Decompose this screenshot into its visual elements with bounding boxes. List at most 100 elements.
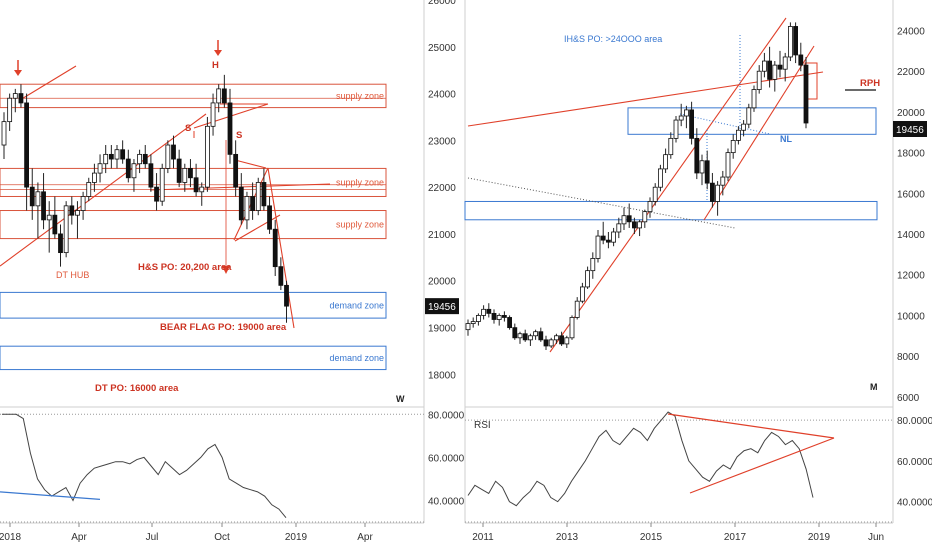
candle-body — [715, 184, 720, 202]
price-tick-label: 14000 — [897, 230, 925, 241]
candle-body — [227, 102, 233, 155]
candle-body — [574, 300, 580, 318]
dotted-support-line — [467, 177, 736, 229]
candle-body — [267, 205, 272, 230]
candle-body — [103, 153, 109, 165]
candle-body — [52, 214, 58, 235]
candle-body — [559, 335, 564, 345]
uptrend-line — [0, 113, 207, 267]
candle-body — [767, 60, 772, 80]
right-shoulder-label: S — [236, 130, 242, 141]
demand-zone — [0, 291, 387, 319]
supply-zone — [0, 83, 387, 109]
candle-body — [284, 284, 289, 307]
candle-body — [244, 196, 250, 221]
candle-body — [80, 196, 86, 211]
supply-zone-label: supply zone — [336, 91, 384, 101]
candle-body — [278, 266, 284, 286]
candle-body — [481, 308, 487, 316]
rsi-tick-label: 80.0000 — [897, 416, 932, 427]
candle-body — [41, 191, 46, 221]
candle-body — [569, 317, 575, 339]
flag-base — [234, 214, 281, 242]
candle-body — [694, 137, 700, 174]
candle-body — [507, 317, 513, 329]
rsi-line — [2, 413, 287, 519]
candle-body — [120, 149, 126, 160]
rsi-support-line — [689, 437, 835, 494]
candle-body — [75, 210, 80, 216]
time-tick-label: Jul — [146, 532, 159, 543]
candle-body — [465, 323, 471, 331]
candle-body — [751, 89, 757, 109]
candle-body — [193, 177, 199, 193]
bear-flag-po-label: BEAR FLAG PO: 19000 area — [160, 322, 287, 333]
time-tick-label: Oct — [214, 532, 230, 543]
candle-body — [533, 331, 538, 337]
supply-zone-label: supply zone — [336, 177, 384, 187]
candle-body — [741, 123, 746, 131]
supply-zone — [0, 210, 387, 240]
flag-drop — [267, 167, 295, 329]
resistance-zone — [627, 107, 877, 135]
right-frame — [464, 0, 894, 524]
candle-body — [632, 221, 637, 229]
candle-body — [585, 270, 590, 288]
price-tick-label: 18000 — [428, 370, 456, 381]
time-tick-label: Apr — [71, 532, 87, 543]
candle-body — [176, 158, 182, 183]
candle-body — [642, 211, 648, 223]
candle-body — [637, 221, 642, 229]
candle-body — [261, 182, 267, 207]
candle-body — [652, 186, 658, 202]
candle-body — [782, 56, 788, 70]
candle-body — [188, 168, 193, 179]
candle-body — [621, 215, 627, 225]
supply-zone-label: supply zone — [336, 220, 384, 230]
price-tick-label: 26000 — [428, 0, 456, 7]
time-tick-label: 2013 — [556, 532, 579, 543]
candle-body — [600, 235, 606, 241]
price-tick-label: 20000 — [897, 108, 925, 119]
candle-body — [554, 335, 559, 341]
last-price-label: 19456 — [896, 125, 924, 136]
candle-body — [678, 115, 684, 121]
candle-body — [595, 235, 601, 259]
candle-body — [684, 109, 689, 117]
candle-body — [736, 129, 741, 141]
candle-body — [148, 163, 154, 188]
candle-body — [756, 70, 762, 90]
nl-label: NL — [780, 134, 792, 144]
candle-body — [7, 97, 13, 123]
candle-body — [142, 153, 148, 165]
candle-body — [606, 239, 611, 243]
candle-body — [108, 153, 114, 160]
rsi-support-line — [0, 491, 101, 500]
candle-body — [86, 182, 92, 197]
price-tick-label: 23000 — [428, 136, 456, 147]
ihs-po-label: IH&S PO: >24OOO area — [564, 34, 662, 44]
rsi-resistance-line — [667, 413, 835, 439]
left-top-arrow-head — [14, 70, 22, 76]
candle-body — [475, 315, 481, 322]
candle-body — [238, 186, 244, 221]
candle-body — [137, 153, 143, 165]
rsi-line — [467, 411, 814, 507]
candle-body — [24, 102, 30, 188]
candle-body — [803, 64, 809, 124]
candle-body — [668, 137, 674, 156]
candle-body — [210, 102, 216, 127]
candle-body — [512, 327, 518, 339]
price-tick-label: 16000 — [897, 189, 925, 200]
last-price-box — [425, 298, 459, 315]
candle-body — [517, 333, 523, 339]
right-trendlines — [467, 17, 876, 353]
time-tick-label: 2019 — [285, 532, 308, 543]
rsi-tick-label: 40.0000 — [428, 496, 465, 507]
candle-body — [762, 60, 767, 72]
price-tick-label: 12000 — [897, 271, 925, 282]
candle-body — [522, 333, 528, 341]
interval-label: M — [870, 382, 878, 392]
candle-body — [233, 153, 239, 188]
candle-body — [29, 186, 35, 207]
